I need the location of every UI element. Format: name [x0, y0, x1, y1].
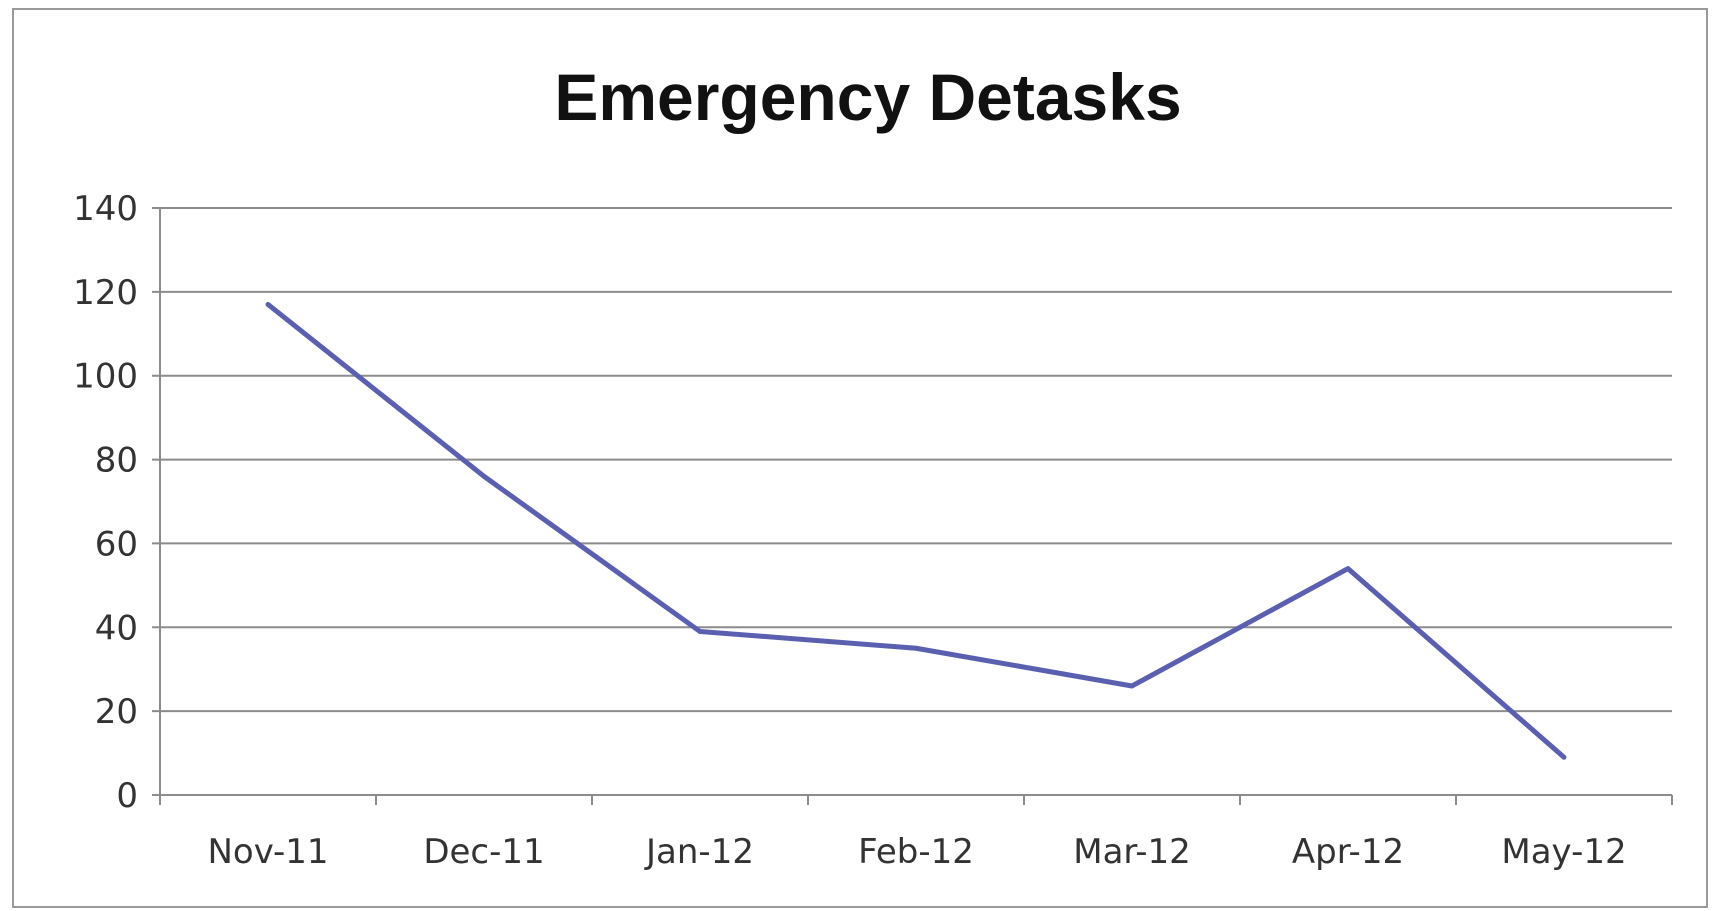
y-tick-label-60: 60 [95, 524, 138, 564]
y-tick-label-140: 140 [73, 189, 138, 229]
x-axis-tick-labels: Nov-11 Dec-11 Jan-12 Feb-12 Mar-12 Apr-12 May-… [208, 832, 1627, 872]
y-tick-label-20: 20 [95, 692, 138, 732]
y-axis-tick-labels: 0 20 40 60 80 100 120 140 [73, 189, 138, 816]
x-tick-label-nov-11: Nov-11 [208, 832, 329, 872]
series-group [265, 301, 1567, 760]
series-line-0 [265, 301, 1567, 760]
chart-frame [12, 8, 1708, 908]
x-tick-label-apr-12: Apr-12 [1292, 832, 1404, 872]
y-tick-label-100: 100 [73, 357, 138, 397]
y-tick-label-40: 40 [95, 608, 138, 648]
axes [152, 208, 1673, 805]
gridlines [152, 207, 1672, 713]
x-tick-label-may-12: May-12 [1501, 832, 1626, 872]
chart-title: Emergency Detasks [554, 60, 1181, 134]
x-tick-label-dec-11: Dec-11 [423, 832, 544, 872]
y-tick-label-0: 0 [116, 776, 138, 816]
x-tick-label-mar-12: Mar-12 [1073, 832, 1191, 872]
y-tick-label-120: 120 [73, 273, 138, 313]
x-tick-label-feb-12: Feb-12 [858, 832, 974, 872]
x-tick-label-jan-12: Jan-12 [644, 832, 754, 872]
y-tick-label-80: 80 [95, 441, 138, 481]
